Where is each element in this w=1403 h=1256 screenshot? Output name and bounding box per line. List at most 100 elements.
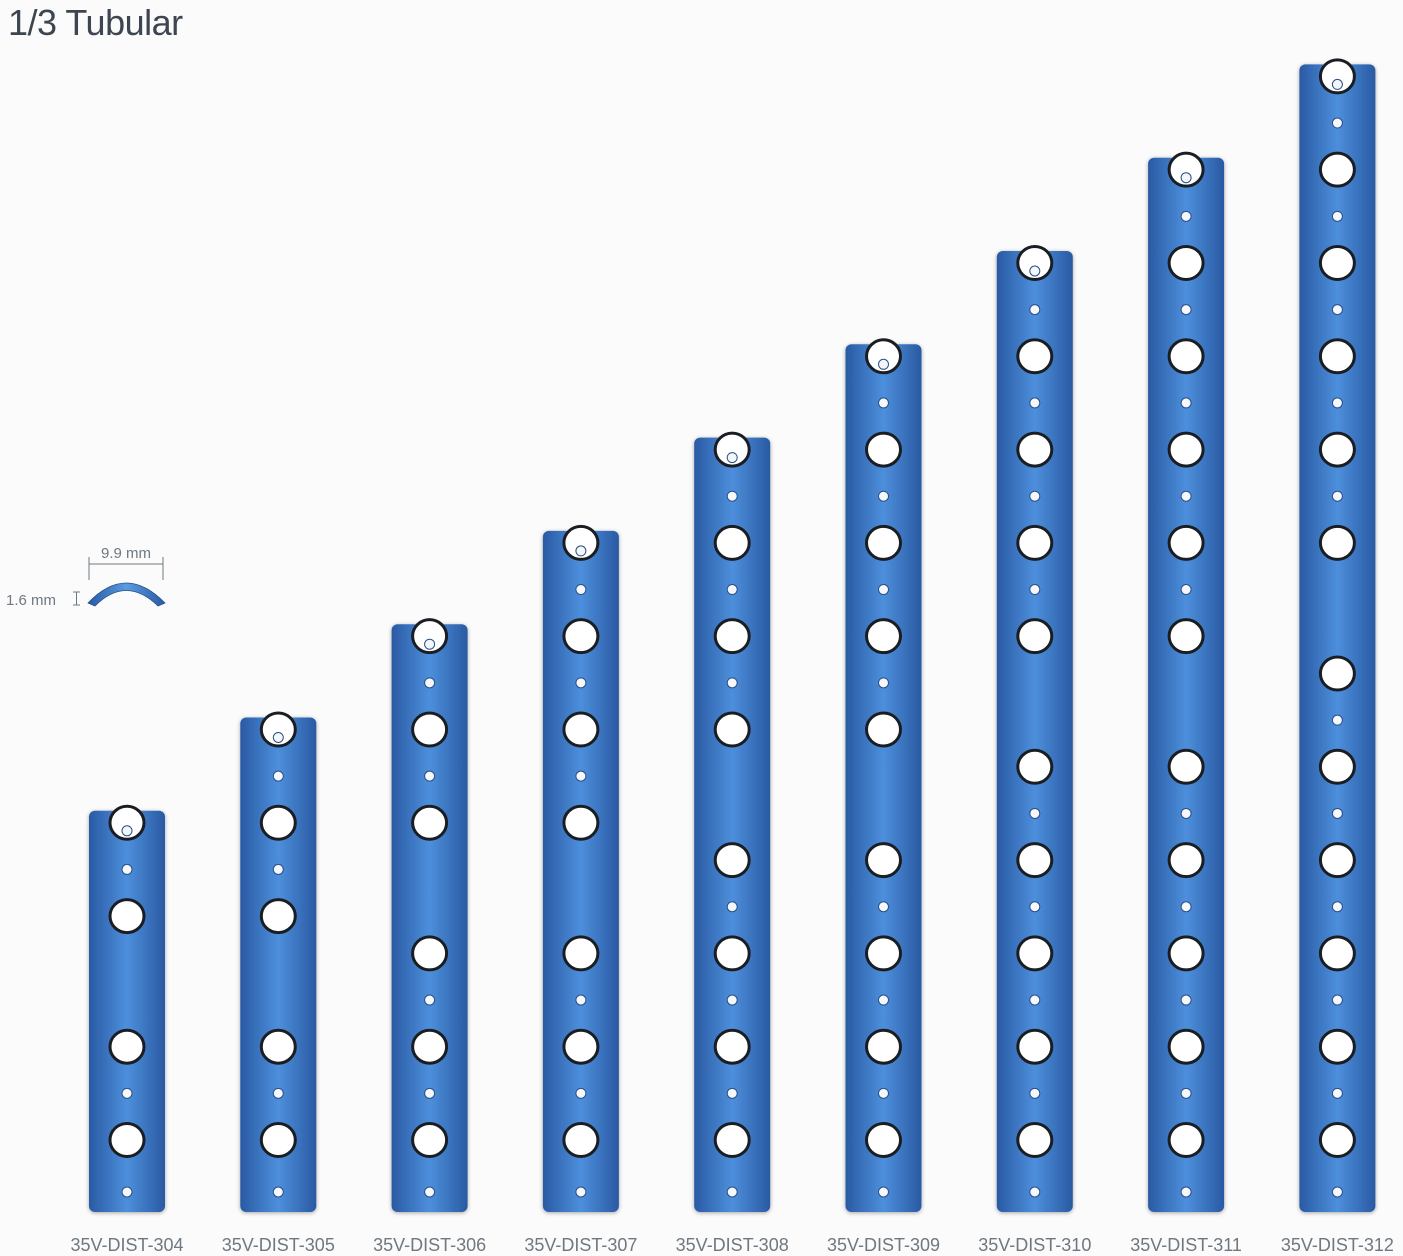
small-hole: [1029, 994, 1041, 1006]
small-hole: [878, 1087, 889, 1099]
screw-hole: [1318, 244, 1356, 281]
screw-hole: [865, 1028, 902, 1065]
screw-hole: [259, 804, 297, 841]
screw-hole: [1167, 244, 1205, 281]
screw-hole: [1016, 618, 1054, 655]
screw-hole: [713, 524, 751, 561]
plate-35v-dist-305: 35V-DIST-305: [222, 711, 335, 1255]
plate-body: [1148, 157, 1225, 1213]
small-hole: [575, 545, 587, 557]
screw-hole: [1318, 151, 1356, 188]
small-hole: [121, 863, 133, 875]
screw-hole: [1318, 935, 1356, 972]
small-hole: [1180, 210, 1192, 222]
screw-hole: [865, 711, 902, 748]
small-hole: [1331, 397, 1343, 409]
screw-hole: [1318, 1028, 1356, 1065]
small-hole: [575, 677, 587, 689]
screw-hole: [1318, 655, 1356, 692]
plate-body: [1299, 64, 1376, 1212]
screw-hole: [1318, 1122, 1356, 1158]
screw-hole: [108, 898, 146, 935]
small-hole: [1029, 490, 1041, 502]
plate-35v-dist-306: 35V-DIST-306: [373, 618, 486, 1255]
small-hole: [878, 490, 889, 502]
small-hole: [878, 994, 889, 1006]
screw-hole: [713, 1122, 751, 1158]
plate-35v-dist-307: 35V-DIST-307: [524, 524, 637, 1255]
thickness-label: 1.6 mm: [6, 592, 56, 609]
small-hole: [1331, 210, 1343, 222]
small-hole: [1180, 584, 1192, 596]
plate-label: 35V-DIST-309: [827, 1235, 940, 1255]
screw-hole: [411, 711, 449, 748]
plate-35v-dist-308: 35V-DIST-308: [676, 431, 789, 1255]
small-hole: [575, 584, 587, 596]
screw-hole: [259, 1028, 297, 1065]
screw-hole: [562, 935, 600, 972]
plate-label: 35V-DIST-308: [676, 1235, 789, 1255]
screw-hole: [562, 618, 600, 655]
small-hole: [1029, 304, 1041, 316]
plate-label: 35V-DIST-306: [373, 1235, 486, 1255]
screw-hole: [1167, 842, 1205, 879]
small-hole: [1331, 807, 1343, 819]
screw-hole: [1167, 1028, 1205, 1065]
small-hole: [272, 770, 284, 782]
small-hole: [1029, 807, 1041, 819]
small-hole: [1029, 584, 1041, 596]
plate-body: [694, 437, 771, 1213]
screw-hole: [562, 1122, 600, 1158]
screw-hole: [1016, 1122, 1054, 1158]
screw-hole: [108, 1122, 146, 1158]
screw-hole: [411, 1028, 449, 1065]
plate-label: 35V-DIST-307: [524, 1235, 637, 1255]
small-hole: [726, 1087, 738, 1099]
small-hole: [726, 677, 738, 689]
screw-hole: [713, 842, 751, 879]
small-hole: [1180, 1186, 1192, 1198]
plate-35v-dist-311: 35V-DIST-311: [1130, 151, 1242, 1255]
plate-body: [240, 717, 317, 1212]
plate-body: [391, 624, 468, 1212]
screw-hole: [411, 804, 449, 841]
small-hole: [878, 358, 889, 370]
screw-hole: [1167, 1122, 1205, 1158]
small-hole: [424, 1186, 436, 1198]
plate-body: [845, 344, 922, 1212]
screw-hole: [562, 1028, 600, 1065]
small-hole: [575, 1186, 587, 1198]
screw-hole: [1318, 842, 1356, 879]
screw-hole: [1016, 338, 1054, 375]
screw-hole: [108, 804, 146, 841]
small-hole: [272, 1186, 284, 1198]
screw-hole: [713, 431, 751, 468]
small-hole: [1029, 901, 1041, 913]
screw-hole: [1167, 618, 1205, 655]
screw-hole: [1016, 524, 1054, 561]
small-hole: [1331, 78, 1343, 90]
screw-hole: [1318, 431, 1356, 468]
screw-hole: [411, 618, 449, 655]
small-hole: [121, 1186, 133, 1198]
screw-hole: [713, 1028, 751, 1065]
small-hole: [878, 677, 889, 689]
page-title: 1/3 Tubular: [8, 2, 183, 43]
small-hole: [424, 638, 436, 650]
screw-hole: [865, 524, 902, 561]
screw-hole: [1167, 431, 1205, 468]
screw-hole: [1016, 748, 1054, 785]
screw-hole: [865, 935, 902, 972]
screw-hole: [1016, 935, 1054, 972]
plates-group: 35V-DIST-304 35V-DIST-305 35V-DIST-306 35V-…: [70, 58, 1394, 1255]
screw-hole: [562, 711, 600, 748]
plate-label: 35V-DIST-311: [1130, 1235, 1242, 1255]
small-hole: [1331, 994, 1343, 1006]
screw-hole: [1318, 338, 1356, 375]
small-hole: [726, 490, 738, 502]
screw-hole: [1167, 524, 1205, 561]
plate-35v-dist-310: 35V-DIST-310: [978, 244, 1091, 1255]
screw-hole: [1318, 748, 1356, 785]
screw-hole: [1016, 1028, 1054, 1065]
